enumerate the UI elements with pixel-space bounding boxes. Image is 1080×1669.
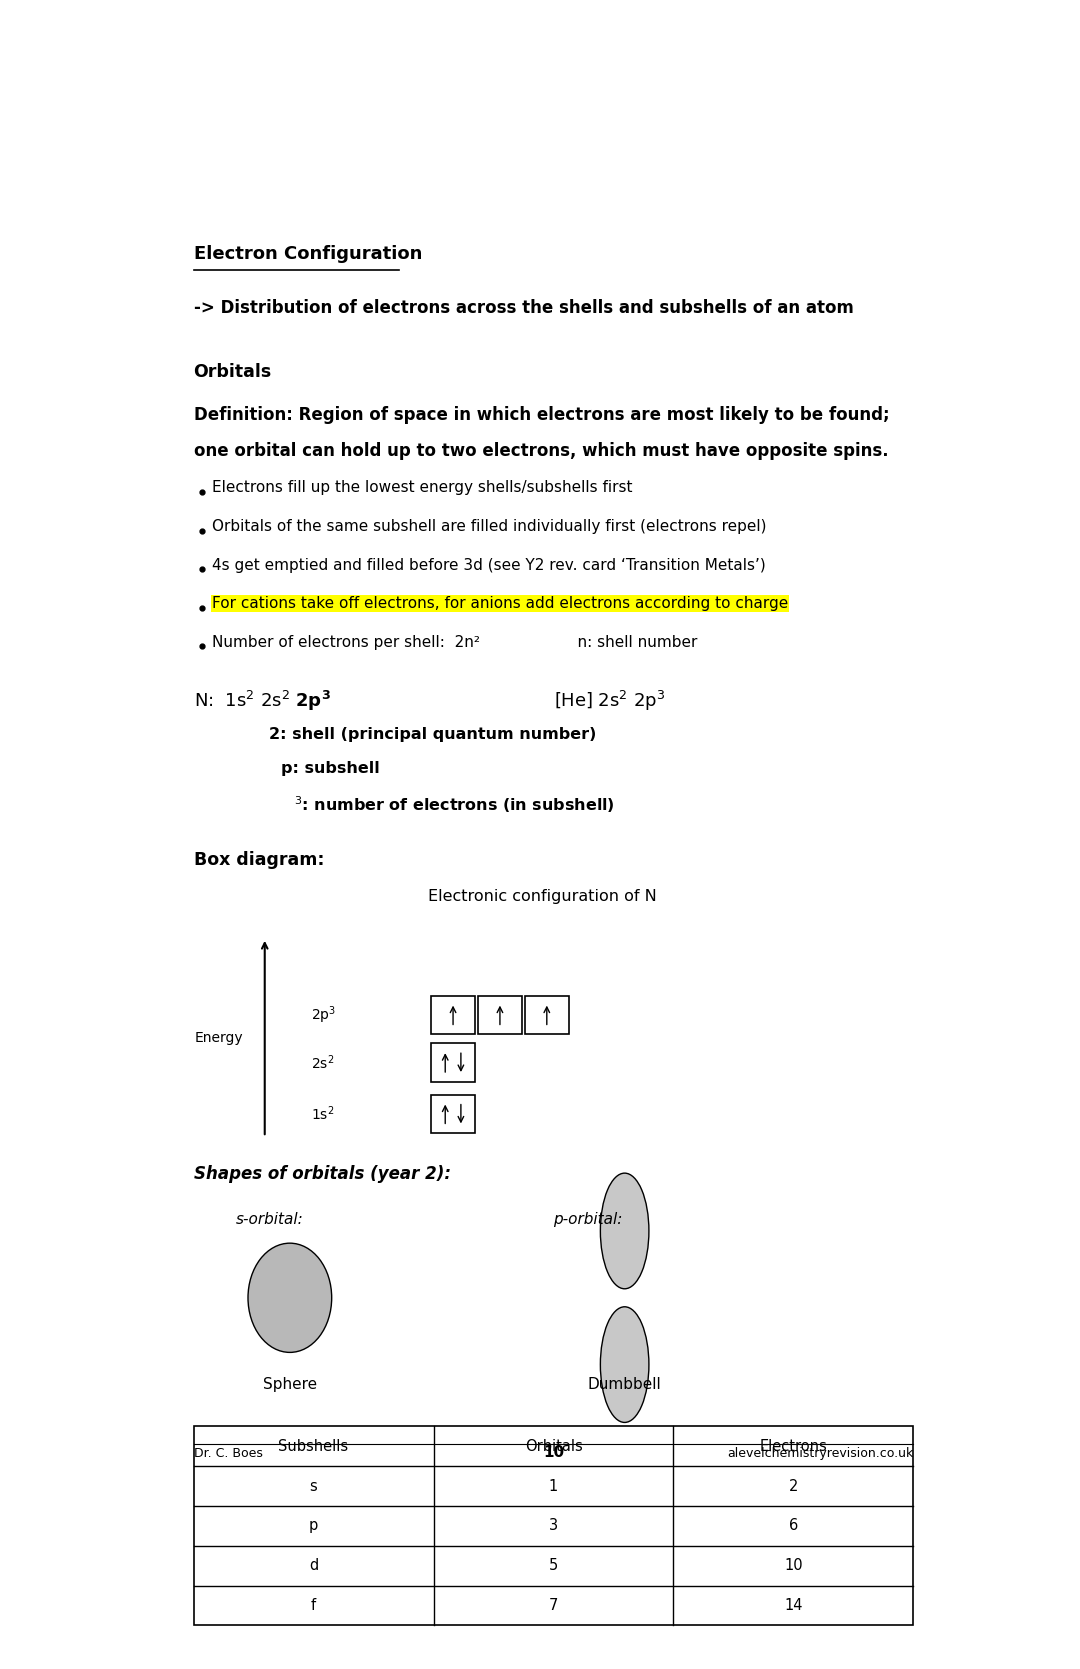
Text: Dumbbell: Dumbbell [588, 1377, 662, 1392]
Text: d: d [309, 1559, 319, 1574]
Text: Orbitals: Orbitals [525, 1439, 582, 1454]
Text: Electronic configuration of N: Electronic configuration of N [428, 890, 657, 905]
Text: one orbital can hold up to two electrons, which must have opposite spins.: one orbital can hold up to two electrons… [193, 442, 888, 461]
Bar [193, 1427, 914, 1626]
Ellipse shape [600, 1173, 649, 1288]
Text: N:  1s$^2$ 2s$^2$ $\mathbf{2p^3}$: N: 1s$^2$ 2s$^2$ $\mathbf{2p^3}$ [193, 689, 330, 713]
Text: 2p$^3$: 2p$^3$ [311, 1005, 336, 1026]
Text: 3: 3 [549, 1519, 558, 1534]
Text: 6: 6 [788, 1519, 798, 1534]
Text: 5: 5 [549, 1559, 558, 1574]
Text: p: subshell: p: subshell [282, 761, 380, 776]
Text: Shapes of orbitals (year 2):: Shapes of orbitals (year 2): [193, 1165, 450, 1183]
Text: -> Distribution of electrons across the shells and subshells of an atom: -> Distribution of electrons across the … [193, 299, 853, 317]
Text: 14: 14 [784, 1599, 802, 1612]
Text: 2: shell (principal quantum number): 2: shell (principal quantum number) [269, 728, 596, 743]
Text: Electrons: Electrons [759, 1439, 827, 1454]
Text: s-orbital:: s-orbital: [235, 1212, 303, 1227]
Text: $^3$: number of electrons (in subshell): $^3$: number of electrons (in subshell) [294, 794, 615, 814]
Text: 10: 10 [543, 1445, 564, 1460]
Text: Energy: Energy [194, 1030, 243, 1045]
Bar [525, 996, 568, 1035]
Bar [431, 1043, 475, 1082]
Text: 1s$^2$: 1s$^2$ [311, 1105, 334, 1123]
Text: 1: 1 [549, 1479, 558, 1494]
Text: f: f [311, 1599, 316, 1612]
Text: 10: 10 [784, 1559, 802, 1574]
Text: 7: 7 [549, 1599, 558, 1612]
Text: [He] 2s$^2$ 2p$^3$: [He] 2s$^2$ 2p$^3$ [554, 689, 664, 713]
Text: alevelchemistryrevision.co.uk: alevelchemistryrevision.co.uk [727, 1447, 914, 1460]
Text: Orbitals: Orbitals [193, 364, 272, 382]
Text: Definition: Region of space in which electrons are most likely to be found;: Definition: Region of space in which ele… [193, 406, 889, 424]
Text: Number of electrons per shell:  2n²                    n: shell number: Number of electrons per shell: 2n² n: sh… [212, 634, 698, 649]
Bar [478, 996, 522, 1035]
Bar [431, 1095, 475, 1133]
Text: 4s get emptied and filled before 3d (see Y2 rev. card ‘Transition Metals’): 4s get emptied and filled before 3d (see… [212, 557, 766, 572]
Text: Subshells: Subshells [279, 1439, 349, 1454]
Text: p-orbital:: p-orbital: [554, 1212, 623, 1227]
Text: Dr. C. Boes: Dr. C. Boes [193, 1447, 262, 1460]
Text: 2: 2 [788, 1479, 798, 1494]
Bar [431, 996, 475, 1035]
Text: Orbitals of the same subshell are filled individually first (electrons repel): Orbitals of the same subshell are filled… [212, 519, 767, 534]
Text: Electrons fill up the lowest energy shells/subshells first: Electrons fill up the lowest energy shel… [212, 481, 633, 496]
Text: Box diagram:: Box diagram: [193, 851, 324, 868]
Text: For cations take off electrons, for anions add electrons according to charge: For cations take off electrons, for anio… [212, 596, 788, 611]
Ellipse shape [248, 1243, 332, 1352]
Ellipse shape [600, 1307, 649, 1422]
Text: s: s [310, 1479, 318, 1494]
Text: p: p [309, 1519, 319, 1534]
Text: Electron Configuration: Electron Configuration [193, 245, 422, 264]
Text: Sphere: Sphere [262, 1377, 316, 1392]
Text: 2s$^2$: 2s$^2$ [311, 1053, 334, 1071]
